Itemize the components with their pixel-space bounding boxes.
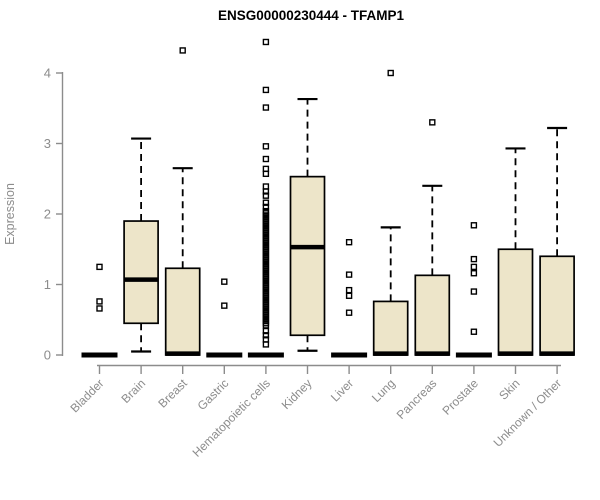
outlier-point bbox=[345, 309, 353, 316]
outlier-point bbox=[262, 192, 270, 199]
chart-title: ENSG00000230444 - TFAMP1 bbox=[218, 8, 405, 23]
outlier-point bbox=[470, 263, 478, 271]
outlier-point bbox=[470, 288, 478, 295]
outlier-point bbox=[345, 286, 353, 294]
boxplot-lung bbox=[372, 69, 409, 356]
outlier-point bbox=[470, 255, 478, 263]
box-rect bbox=[539, 255, 575, 356]
boxplot-skin bbox=[497, 147, 534, 356]
outlier-point bbox=[262, 199, 270, 206]
y-tick-label: 1 bbox=[44, 277, 51, 292]
outlier-point bbox=[262, 188, 270, 195]
x-tick-label-gastric: Gastric bbox=[195, 376, 232, 413]
box-rect bbox=[372, 300, 409, 356]
outlier-point bbox=[429, 119, 436, 126]
outlier-point bbox=[262, 155, 270, 163]
outlier-point bbox=[345, 271, 353, 278]
outlier-point bbox=[262, 327, 270, 335]
outlier-point bbox=[221, 278, 228, 285]
y-tick-label: 4 bbox=[44, 66, 51, 81]
outlier-point bbox=[96, 298, 103, 305]
flat-box bbox=[247, 352, 284, 358]
outlier-point bbox=[470, 328, 478, 335]
x-tick-label-brain: Brain bbox=[119, 376, 149, 406]
outlier-point bbox=[179, 47, 186, 54]
outlier-point bbox=[96, 263, 103, 271]
outlier-point bbox=[387, 69, 394, 77]
x-tick-label-liver: Liver bbox=[328, 376, 356, 404]
x-tick-label-pancreas: Pancreas bbox=[394, 376, 440, 422]
x-tick-label-breast: Breast bbox=[155, 376, 190, 411]
y-axis-label: Expression bbox=[3, 183, 17, 245]
outlier-point bbox=[470, 222, 478, 229]
boxplot-kidney bbox=[289, 97, 326, 352]
box-rect bbox=[164, 267, 201, 356]
outlier-point bbox=[262, 86, 270, 94]
boxplot-bladder bbox=[81, 263, 118, 358]
outlier-point bbox=[262, 170, 270, 178]
x-tick-label-bladder: Bladder bbox=[67, 376, 106, 415]
x-tick-label-lung: Lung bbox=[369, 376, 398, 405]
flat-box bbox=[206, 352, 243, 358]
boxplot-breast bbox=[164, 47, 201, 356]
x-tick-label-skin: Skin bbox=[496, 376, 522, 402]
y-tick-label: 0 bbox=[44, 348, 51, 363]
outlier-point bbox=[262, 332, 270, 339]
flat-box bbox=[81, 352, 118, 358]
outlier-point bbox=[345, 292, 353, 299]
y-tick-label: 3 bbox=[44, 136, 51, 151]
outlier-point bbox=[262, 203, 270, 211]
boxplot-hematopoietic-cells bbox=[247, 38, 284, 358]
outlier-point bbox=[221, 302, 228, 309]
boxes bbox=[81, 38, 575, 358]
x-tick-label-prostate: Prostate bbox=[440, 376, 482, 418]
outlier-point bbox=[262, 38, 270, 46]
box-rect bbox=[289, 175, 326, 337]
boxplot-liver bbox=[331, 238, 368, 358]
outlier-point bbox=[96, 305, 103, 312]
boxplot-gastric bbox=[206, 278, 243, 358]
x-tick-label-hematopoietic-cells: Hematopoietic cells bbox=[190, 376, 273, 459]
box-rect bbox=[414, 274, 451, 356]
box-rect bbox=[497, 248, 534, 356]
outlier-point bbox=[262, 104, 270, 111]
boxplot-pancreas bbox=[414, 119, 451, 356]
box-rect bbox=[123, 220, 159, 325]
boxplot-brain bbox=[123, 137, 159, 353]
boxplot-prostate bbox=[455, 222, 492, 358]
outlier-point bbox=[470, 270, 478, 277]
outlier-point bbox=[262, 143, 270, 150]
x-tick-label-kidney: Kidney bbox=[279, 376, 315, 412]
outlier-point bbox=[262, 341, 270, 348]
outlier-point bbox=[345, 238, 353, 246]
boxplot-unknown-other bbox=[539, 126, 575, 356]
y-tick-label: 2 bbox=[44, 207, 51, 222]
flat-box bbox=[331, 352, 368, 358]
flat-box bbox=[455, 352, 492, 358]
y-axis: 0 1 2 3 4 bbox=[44, 66, 64, 363]
